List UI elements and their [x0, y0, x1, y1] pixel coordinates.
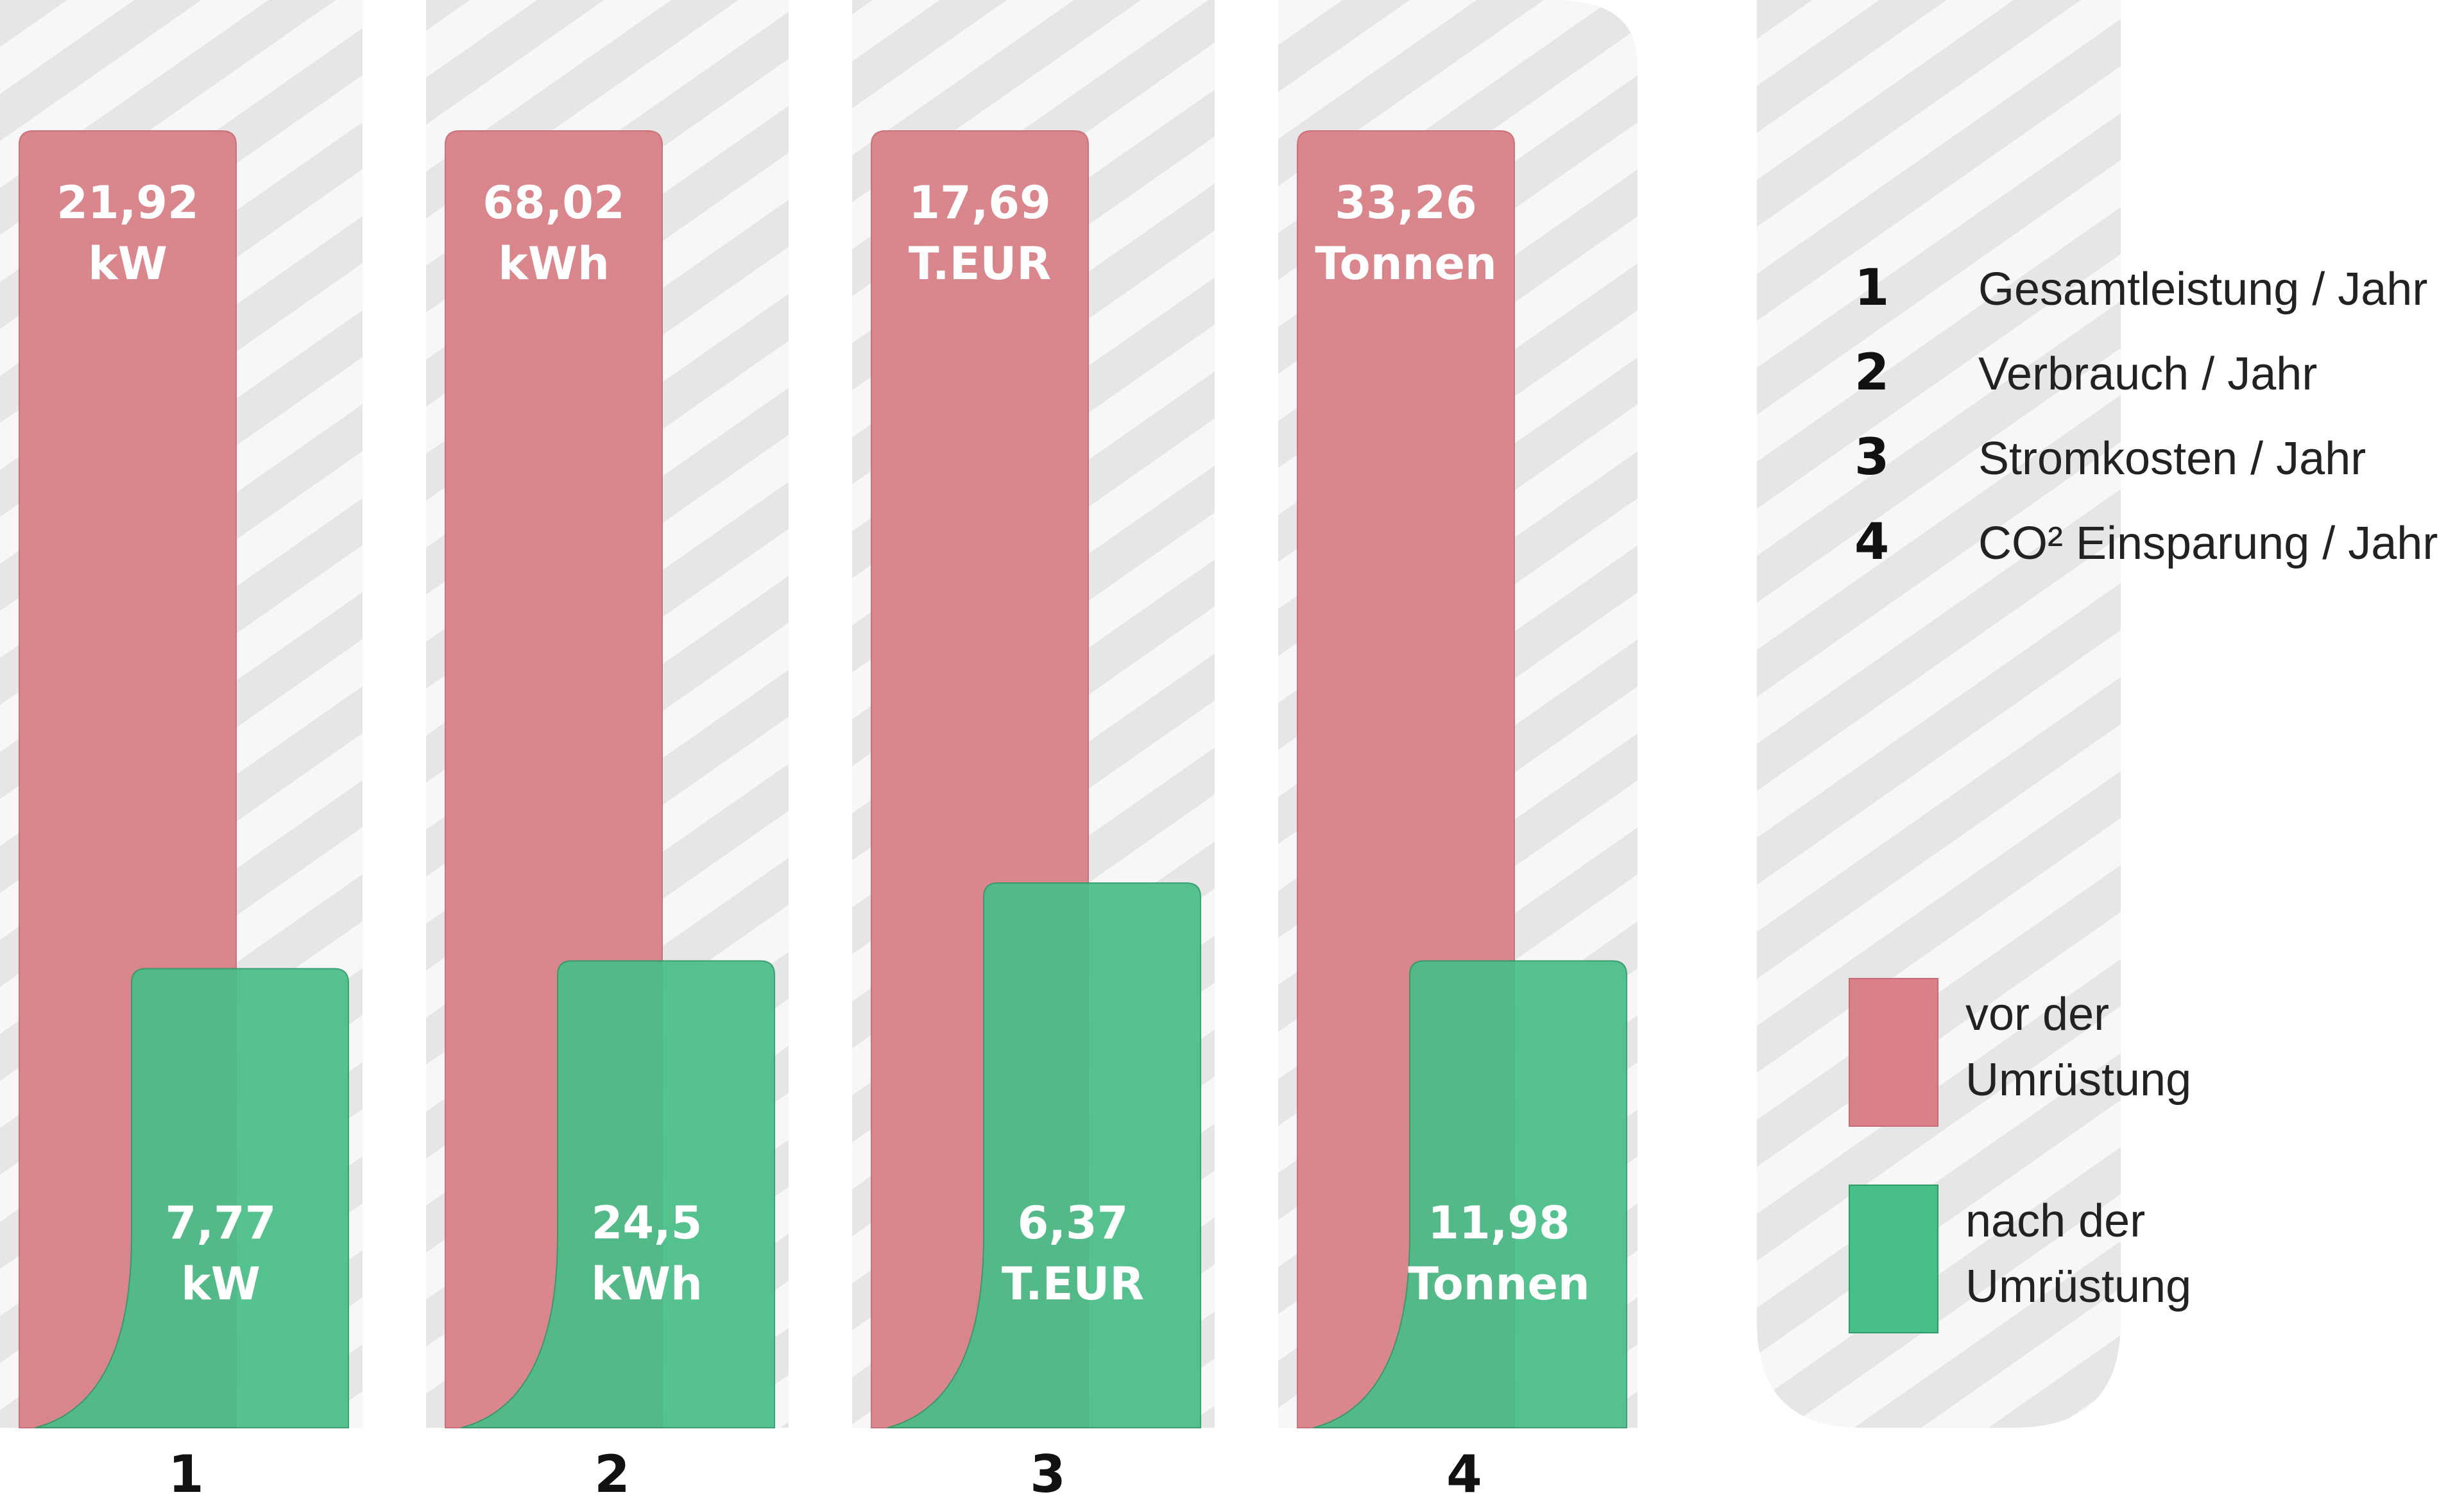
legend-number-1: 1 [1854, 259, 1889, 317]
bar-nach-1 [35, 968, 349, 1428]
legend-label-nach-line2: Umrüstung [1965, 1261, 2191, 1312]
value-label-nach-4: 11,98 [1428, 1197, 1570, 1249]
unit-label-nach-3: T.EUR [1002, 1258, 1144, 1310]
legend-text-3: Stromkosten / Jahr [1978, 433, 2366, 484]
unit-label-vor-4: Tonnen [1315, 237, 1497, 290]
value-label-vor-1: 21,92 [56, 176, 198, 229]
bar-nach-3 [887, 882, 1201, 1428]
legend: 1 Gesamtleistung / Jahr 2 Verbrauch / Jahr 3… [1849, 259, 2438, 1333]
legend-label-vor-line2: Umrüstung [1965, 1054, 2191, 1106]
unit-label-nach-4: Tonnen [1408, 1258, 1590, 1310]
bar-nach-2 [461, 960, 775, 1428]
bar-labels: 21,92 kW 7,77 kW 68,02 kWh 24,5 kWh 17,69 T.EUR 6,… [56, 176, 1589, 1310]
legend-swatch-vor [1849, 978, 1938, 1127]
unit-label-vor-1: kW [88, 237, 167, 290]
value-label-vor-2: 68,02 [483, 176, 624, 229]
category-label-3: 3 [1030, 1444, 1066, 1504]
legend-number-4: 4 [1854, 513, 1889, 571]
category-labels: 1 2 3 4 [168, 1444, 1482, 1504]
bar-nach-4 [1313, 960, 1627, 1428]
legend-label-vor-line1: vor der [1965, 989, 2109, 1040]
legend-text-4: CO² Einsparung / Jahr [1978, 518, 2438, 569]
category-label-2: 2 [594, 1444, 630, 1504]
category-label-4: 4 [1446, 1444, 1482, 1504]
category-label-1: 1 [168, 1444, 204, 1504]
unit-label-nach-1: kW [181, 1258, 261, 1310]
unit-label-vor-2: kWh [498, 237, 610, 290]
legend-text-2: Verbrauch / Jahr [1978, 348, 2317, 400]
value-label-nach-1: 7,77 [166, 1197, 277, 1249]
legend-background [1757, 0, 2121, 1428]
legend-number-3: 3 [1854, 429, 1889, 486]
legend-label-nach-line1: nach der [1965, 1195, 2145, 1247]
unit-label-nach-2: kWh [591, 1258, 703, 1310]
legend-number-2: 2 [1854, 344, 1889, 402]
value-label-nach-2: 24,5 [592, 1197, 703, 1249]
value-label-vor-4: 33,26 [1335, 176, 1476, 229]
bars [19, 130, 1627, 1428]
legend-text-1: Gesamtleistung / Jahr [1978, 264, 2427, 315]
value-label-vor-3: 17,69 [909, 176, 1050, 229]
legend-swatch-nach [1849, 1185, 1938, 1333]
value-label-nach-3: 6,37 [1018, 1197, 1129, 1249]
unit-label-vor-3: T.EUR [909, 237, 1051, 290]
